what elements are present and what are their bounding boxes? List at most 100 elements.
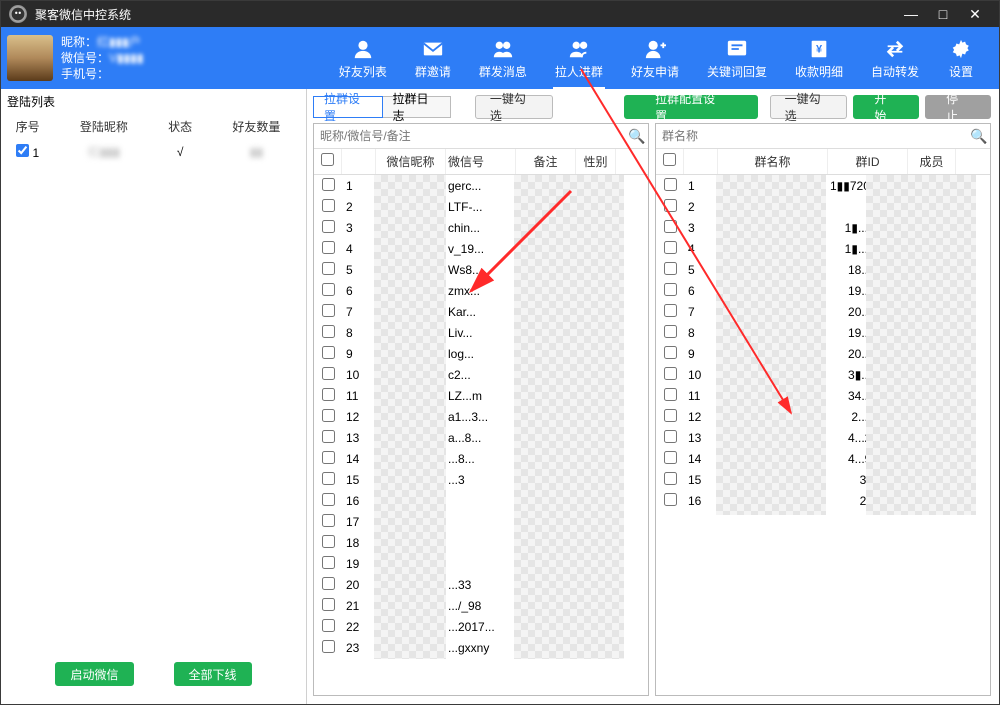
group-row[interactable]: 11▮▮72001144... bbox=[656, 175, 990, 196]
friend-check[interactable] bbox=[322, 409, 335, 422]
friend-check[interactable] bbox=[322, 451, 335, 464]
group-check[interactable] bbox=[664, 304, 677, 317]
friend-row[interactable]: 22...2017... bbox=[314, 616, 648, 637]
stop-button[interactable]: 停止 bbox=[925, 95, 991, 119]
friends-body[interactable]: 1gerc...2LTF-...3chin...4v_19...5Ws8...6… bbox=[314, 175, 648, 695]
nav-settings[interactable]: 设置 bbox=[933, 33, 989, 84]
friend-row[interactable]: 19 bbox=[314, 553, 648, 574]
friend-check[interactable] bbox=[322, 556, 335, 569]
all-offline-button[interactable]: 全部下线 bbox=[174, 662, 252, 686]
friend-check[interactable] bbox=[322, 388, 335, 401]
group-row[interactable]: 4名>1▮...23... bbox=[656, 238, 990, 259]
friend-row[interactable]: 10c2... bbox=[314, 364, 648, 385]
friend-row[interactable]: 5Ws8... bbox=[314, 259, 648, 280]
check-all-right-button[interactable]: 一键勾选 bbox=[770, 95, 848, 119]
group-check[interactable] bbox=[664, 325, 677, 338]
group-row[interactable]: 5名>18...5... bbox=[656, 259, 990, 280]
group-check[interactable] bbox=[664, 409, 677, 422]
friend-row[interactable]: 2LTF-... bbox=[314, 196, 648, 217]
friend-row[interactable]: 16 bbox=[314, 490, 648, 511]
friend-check[interactable] bbox=[322, 199, 335, 212]
friend-check[interactable] bbox=[322, 598, 335, 611]
friend-check[interactable] bbox=[322, 325, 335, 338]
check-all-left-button[interactable]: 一键勾选 bbox=[475, 95, 553, 119]
group-check[interactable] bbox=[664, 346, 677, 359]
group-row[interactable]: 134...29... bbox=[656, 427, 990, 448]
group-row[interactable]: 8▮>19...6... bbox=[656, 322, 990, 343]
friend-check[interactable] bbox=[322, 304, 335, 317]
search-icon[interactable]: 🔍 bbox=[626, 128, 648, 145]
tab-pull-log[interactable]: 拉群日志 bbox=[383, 96, 452, 118]
friend-row[interactable]: 13a...8... bbox=[314, 427, 648, 448]
friend-check[interactable] bbox=[322, 178, 335, 191]
friend-check[interactable] bbox=[322, 577, 335, 590]
friend-check[interactable] bbox=[322, 493, 335, 506]
friend-check[interactable] bbox=[322, 430, 335, 443]
group-check[interactable] bbox=[664, 367, 677, 380]
group-row[interactable]: 12群...2...0... bbox=[656, 406, 990, 427]
nav-mass[interactable]: 群发消息 bbox=[465, 33, 541, 84]
friend-check[interactable] bbox=[322, 367, 335, 380]
friend-check[interactable] bbox=[322, 283, 335, 296]
groups-body[interactable]: 11▮▮72001144...231▮...75...4名>1▮...23...… bbox=[656, 175, 990, 695]
friend-row[interactable]: 14...8... bbox=[314, 448, 648, 469]
friend-row[interactable]: 3chin... bbox=[314, 217, 648, 238]
nav-income[interactable]: ¥收款明细 bbox=[781, 33, 857, 84]
friend-check[interactable] bbox=[322, 241, 335, 254]
friend-row[interactable]: 7Kar... bbox=[314, 301, 648, 322]
group-check[interactable] bbox=[664, 451, 677, 464]
start-wechat-button[interactable]: 启动微信 bbox=[55, 662, 133, 686]
nav-keyword[interactable]: 关键词回复 bbox=[693, 33, 781, 84]
nav-invite[interactable]: 群邀请 bbox=[401, 33, 465, 84]
group-check[interactable] bbox=[664, 241, 677, 254]
nav-auto[interactable]: 自动转发 bbox=[857, 33, 933, 84]
pull-config-button[interactable]: 拉群配置设置 bbox=[624, 95, 757, 119]
friend-row[interactable]: 9log... bbox=[314, 343, 648, 364]
friend-row[interactable]: 12a1...3... bbox=[314, 406, 648, 427]
nav-apply[interactable]: 好友申请 bbox=[617, 33, 693, 84]
friend-row[interactable]: 23...gxxny bbox=[314, 637, 648, 658]
search-icon[interactable]: 🔍 bbox=[968, 128, 990, 145]
group-check[interactable] bbox=[664, 220, 677, 233]
maximize-button[interactable]: □ bbox=[927, 6, 959, 22]
nav-friends[interactable]: 好友列表 bbox=[325, 33, 401, 84]
minimize-button[interactable]: — bbox=[895, 6, 927, 22]
group-row[interactable]: 9...1群20...8... bbox=[656, 343, 990, 364]
start-button[interactable]: 开始 bbox=[853, 95, 919, 119]
friend-row[interactable]: 8Liv... bbox=[314, 322, 648, 343]
tab-pull-settings[interactable]: 拉群设置 bbox=[313, 96, 383, 118]
group-check[interactable] bbox=[664, 283, 677, 296]
close-button[interactable]: ✕ bbox=[959, 6, 991, 23]
friend-check[interactable] bbox=[322, 619, 335, 632]
group-row[interactable]: 144...98... bbox=[656, 448, 990, 469]
login-row[interactable]: 1红▮▮▮√▮▮ bbox=[1, 139, 306, 164]
nav-pull[interactable]: 拉人进群 bbox=[541, 33, 617, 84]
group-check[interactable] bbox=[664, 199, 677, 212]
friends-search-input[interactable] bbox=[314, 124, 626, 148]
friend-check[interactable] bbox=[322, 640, 335, 653]
group-check[interactable] bbox=[664, 493, 677, 506]
group-check[interactable] bbox=[664, 430, 677, 443]
group-row[interactable]: 2 bbox=[656, 196, 990, 217]
friend-row[interactable]: 20...33 bbox=[314, 574, 648, 595]
friend-row[interactable]: 17 bbox=[314, 511, 648, 532]
friend-row[interactable]: 6zmx... bbox=[314, 280, 648, 301]
groups-search-input[interactable] bbox=[656, 124, 968, 148]
friend-check[interactable] bbox=[322, 514, 335, 527]
friend-row[interactable]: 21.../_98 bbox=[314, 595, 648, 616]
friends-checkall[interactable] bbox=[321, 153, 334, 166]
group-row[interactable]: 7▮名>20...▮... bbox=[656, 301, 990, 322]
groups-checkall[interactable] bbox=[663, 153, 676, 166]
group-check[interactable] bbox=[664, 472, 677, 485]
friend-check[interactable] bbox=[322, 220, 335, 233]
friend-row[interactable]: 11LZ...m bbox=[314, 385, 648, 406]
group-row[interactable]: 162... bbox=[656, 490, 990, 511]
group-row[interactable]: 6▮名>19...4... bbox=[656, 280, 990, 301]
group-check[interactable] bbox=[664, 388, 677, 401]
group-check[interactable] bbox=[664, 178, 677, 191]
friend-row[interactable]: 4v_19... bbox=[314, 238, 648, 259]
group-row[interactable]: 153... bbox=[656, 469, 990, 490]
login-row-check[interactable] bbox=[16, 144, 29, 157]
group-row[interactable]: 11▮34...4... bbox=[656, 385, 990, 406]
friend-check[interactable] bbox=[322, 472, 335, 485]
